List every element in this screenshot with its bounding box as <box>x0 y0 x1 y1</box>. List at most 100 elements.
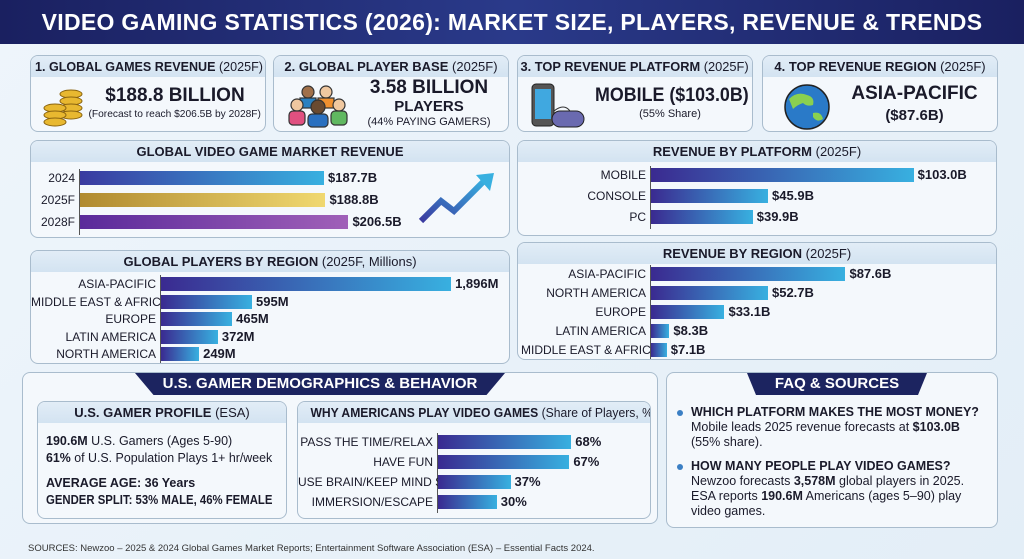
data-label: $206.5B <box>352 214 402 229</box>
data-label: 67% <box>573 454 600 469</box>
gamer-profile-box: U.S. GAMER PROFILE (ESA) 190.6M U.S. Gam… <box>37 401 287 519</box>
data-label: 249M <box>203 346 236 361</box>
category-label: MIDDLE EAST & AFRICA <box>31 294 169 309</box>
faq-answer: global players in 2025. ESA reports <box>691 474 965 503</box>
section-title: FAQ & SOURCES <box>747 373 927 395</box>
profile-weekly-text: of U.S. Population Plays 1+ hr/week <box>70 451 273 465</box>
profile-gamers-text: U.S. Gamers (Ages 5-90) <box>87 434 233 448</box>
category-label: MOBILE <box>600 168 646 182</box>
faq-panel: FAQ & SOURCES WHICH PLATFORM MAKES THE M… <box>666 372 998 528</box>
axis-line <box>650 265 651 359</box>
category-label: 2024 <box>48 171 75 185</box>
axis-line <box>437 433 438 513</box>
category-label: PASS THE TIME/RELAX <box>300 435 433 449</box>
chart-title: GLOBAL VIDEO GAME MARKET REVENUE <box>136 144 404 159</box>
faq-answer: (55% share). <box>691 435 763 449</box>
faq-answer-bold: $103.0B <box>912 420 960 434</box>
bar <box>161 277 452 291</box>
chart-subtitle: (2025F) <box>805 246 852 261</box>
category-label: MIDDLE EAST & AFRICA <box>521 343 659 357</box>
profile-weekly-value: 61% <box>46 451 71 465</box>
chart-title: WHY AMERICANS PLAY VIDEO GAMES <box>310 405 539 420</box>
category-label: 2028F <box>40 215 75 229</box>
card-note: (44% PAYING GAMERS) <box>367 116 491 128</box>
axis-line <box>79 169 80 235</box>
data-label: $8.3B <box>673 323 709 338</box>
bar <box>161 312 233 326</box>
card-value: $188.8 BILLION <box>105 85 245 106</box>
chart-title: GLOBAL PLAYERS BY REGION <box>123 254 319 269</box>
card-value: ASIA-PACIFIC <box>851 83 978 104</box>
card-head: 2. GLOBAL PLAYER BASE <box>284 59 449 74</box>
box-subtitle: (ESA) <box>215 405 250 420</box>
bullet-icon <box>677 410 683 416</box>
card-sub: (2025F) <box>704 59 750 74</box>
faq-question: WHICH PLATFORM MAKES THE MOST MONEY? <box>691 405 979 419</box>
card-value-sub: ($87.6B) <box>885 107 944 124</box>
card-player-base: 2. GLOBAL PLAYER BASE (2025F) 3.58 BILLI… <box>273 55 509 132</box>
data-label: $188.8B <box>329 192 379 207</box>
faq-item: HOW MANY PEOPLE PLAY VIDEO GAMES? Newzoo… <box>667 459 997 519</box>
bar <box>161 294 253 309</box>
data-label: $33.1B <box>728 304 771 319</box>
bar <box>80 215 349 229</box>
bar <box>438 435 572 449</box>
people-icon <box>288 85 348 128</box>
faq-answer-bold: 3,578M <box>793 474 836 488</box>
bar <box>651 324 670 338</box>
data-label: $39.9B <box>756 209 799 224</box>
bar <box>80 171 324 185</box>
card-sub: (2025F) <box>452 59 498 74</box>
bar <box>651 210 753 224</box>
category-label: EUROPE <box>595 305 646 319</box>
chart-revenue-by-platform: REVENUE BY PLATFORM (2025F) MOBILE $103.0… <box>517 140 997 236</box>
bar <box>438 475 511 489</box>
chart-subtitle: (Share of Players, %) <box>541 405 650 420</box>
profile-weekly-play: 61% of U.S. Population Plays 1+ hr/week <box>46 450 278 467</box>
bar <box>651 286 768 300</box>
data-label: $187.7B <box>328 170 378 185</box>
card-value: MOBILE ($103.0B) <box>594 85 749 106</box>
card-sub: (2025F) <box>940 59 986 74</box>
bar <box>651 267 846 281</box>
category-label: PC <box>629 210 646 224</box>
section-title: U.S. GAMER DEMOGRAPHICS & BEHAVIOR <box>135 373 505 395</box>
chart-subtitle: (2025F, Millions) <box>321 254 417 269</box>
profile-gender-split: GENDER SPLIT: 53% MALE, 46% FEMALE <box>46 493 273 507</box>
data-label: 595M <box>256 293 289 309</box>
trend-arrow-icon <box>418 173 494 224</box>
faq-answer: Mobile leads 2025 revenue forecasts at <box>691 420 913 434</box>
bar <box>161 329 218 344</box>
chart-subtitle: (2025F) <box>815 144 862 159</box>
card-top-region: 4. TOP REVENUE REGION (2025F) ASIA-PACIF… <box>762 55 998 132</box>
data-label: $103.0B <box>917 167 967 182</box>
bar <box>80 193 326 207</box>
profile-gamers-value: 190.6M <box>46 434 88 448</box>
faq-answer: Newzoo forecasts <box>691 474 794 488</box>
axis-line <box>160 275 161 363</box>
card-value: 3.58 BILLION <box>369 77 489 98</box>
category-label: LATIN AMERICA <box>65 329 156 344</box>
profile-average-age: AVERAGE AGE: 36 Years <box>46 476 196 490</box>
category-label: NORTH AMERICA <box>56 347 156 361</box>
phone-gamepad-icon <box>531 83 585 128</box>
chart-why-play: WHY AMERICANS PLAY VIDEO GAMES (Share of… <box>297 401 651 519</box>
faq-question: HOW MANY PEOPLE PLAY VIDEO GAMES? <box>691 459 951 473</box>
data-label: $45.9B <box>772 188 814 203</box>
demographics-panel: U.S. GAMER DEMOGRAPHICS & BEHAVIOR U.S. … <box>22 372 658 524</box>
chart-revenue-by-region: REVENUE BY REGION (2025F) ASIA-PACIFIC $8… <box>517 242 997 360</box>
category-label: 2025F <box>40 193 75 207</box>
category-label: IMMERSION/ESCAPE <box>311 495 433 509</box>
category-label: EUROPE <box>105 312 156 326</box>
card-head: 1. GLOBAL GAMES REVENUE <box>35 59 216 74</box>
bar <box>438 495 497 509</box>
card-head: 4. TOP REVENUE REGION <box>774 59 937 74</box>
data-label: 30% <box>500 494 527 509</box>
chart-players-by-region: GLOBAL PLAYERS BY REGION (2025F, Million… <box>30 250 510 364</box>
coins-icon <box>43 89 83 127</box>
card-note: (55% Share) <box>639 108 701 120</box>
bar <box>438 455 570 469</box>
category-label: HAVE FUN <box>373 455 433 469</box>
data-label: 68% <box>575 434 602 449</box>
chart-market-revenue: GLOBAL VIDEO GAME MARKET REVENUE 2024 $18… <box>30 140 510 238</box>
